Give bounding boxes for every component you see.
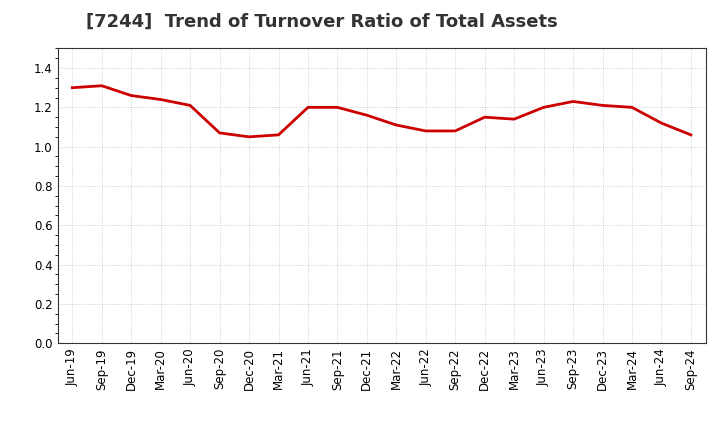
Text: [7244]  Trend of Turnover Ratio of Total Assets: [7244] Trend of Turnover Ratio of Total … — [86, 13, 558, 31]
